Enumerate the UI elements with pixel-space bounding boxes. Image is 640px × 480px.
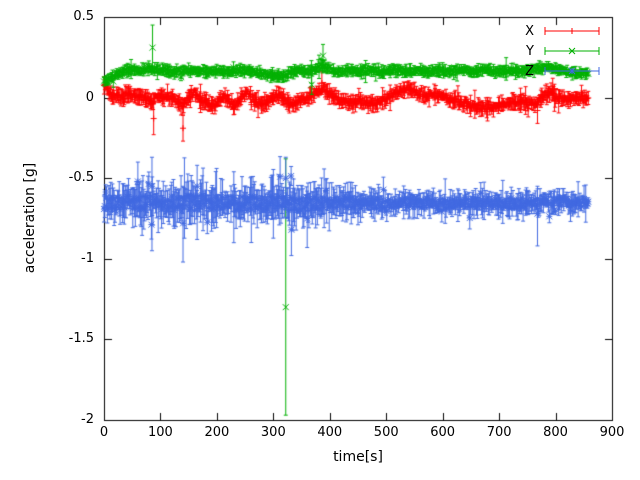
y-tick-label: 0 <box>85 89 94 105</box>
legend-entry-y: Y <box>525 41 601 61</box>
y-tick-label: -2 <box>81 412 94 427</box>
x-tick-label: 800 <box>543 425 568 440</box>
legend-entry-z: Z <box>525 61 601 81</box>
legend-entry-x: X <box>525 21 601 41</box>
x-tick-label: 100 <box>148 425 173 440</box>
legend-sample-line <box>543 45 601 57</box>
x-tick-label: 700 <box>486 425 512 440</box>
legend-label: Z <box>525 63 534 79</box>
y-tick-label: 0.5 <box>73 9 94 24</box>
x-tick-label: 300 <box>260 425 286 440</box>
legend-label: X <box>525 23 534 39</box>
x-tick-label: 600 <box>430 425 456 440</box>
legend-label: Y <box>526 43 534 59</box>
y-tick-label: -0.5 <box>68 170 94 186</box>
x-tick-label: 900 <box>599 425 625 440</box>
x-tick-label: 400 <box>317 425 343 440</box>
legend-sample-line <box>543 65 601 77</box>
x-tick-label: 500 <box>373 425 399 440</box>
legend-sample-line <box>543 25 601 37</box>
x-tick-label: 0 <box>99 425 109 440</box>
x-axis-label: time[s] <box>333 449 383 465</box>
y-tick-label: -1 <box>81 250 94 266</box>
x-tick-label: 200 <box>204 425 230 440</box>
y-tick-label: -1.5 <box>68 331 94 347</box>
y-axis-label: acceleration [g] <box>22 162 38 274</box>
